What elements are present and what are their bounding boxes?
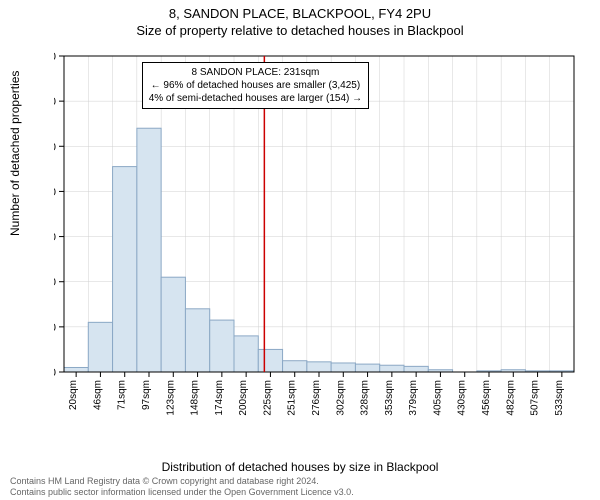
title-main: 8, SANDON PLACE, BLACKPOOL, FY4 2PU	[0, 0, 600, 21]
svg-text:353sqm: 353sqm	[384, 380, 395, 416]
bar	[404, 366, 428, 372]
svg-text:456sqm: 456sqm	[481, 380, 492, 416]
bar	[161, 277, 185, 372]
bar	[64, 367, 88, 372]
svg-text:1200: 1200	[54, 96, 56, 108]
svg-text:123sqm: 123sqm	[165, 380, 176, 416]
attribution-line2: Contains public sector information licen…	[10, 487, 354, 498]
info-box-line1: 8 SANDON PLACE: 231sqm	[149, 66, 362, 79]
svg-text:379sqm: 379sqm	[408, 380, 419, 416]
svg-text:507sqm: 507sqm	[530, 380, 541, 416]
svg-text:405sqm: 405sqm	[432, 380, 443, 416]
svg-text:400: 400	[54, 277, 56, 289]
svg-text:430sqm: 430sqm	[457, 380, 468, 416]
svg-text:328sqm: 328sqm	[360, 380, 371, 416]
bar	[258, 349, 282, 372]
svg-text:148sqm: 148sqm	[190, 380, 201, 416]
svg-text:1000: 1000	[54, 141, 56, 153]
bar	[88, 322, 112, 372]
svg-text:600: 600	[54, 232, 56, 244]
info-box-line2: ← 96% of detached houses are smaller (3,…	[149, 79, 362, 92]
svg-text:200sqm: 200sqm	[238, 380, 249, 416]
svg-text:800: 800	[54, 186, 56, 198]
bar	[331, 363, 355, 372]
bar	[380, 365, 404, 372]
bar	[283, 361, 307, 372]
x-axis-label: Distribution of detached houses by size …	[0, 460, 600, 474]
bar	[355, 364, 379, 372]
bar	[210, 320, 234, 372]
svg-text:20sqm: 20sqm	[68, 380, 79, 410]
svg-text:97sqm: 97sqm	[141, 380, 152, 410]
y-axis-label: Number of detached properties	[8, 71, 22, 236]
svg-text:251sqm: 251sqm	[287, 380, 298, 416]
chart-area: 0 200 400 600 800 1000 1200 1400 20sqm 46sqm 71sqm…	[54, 52, 578, 420]
svg-text:482sqm: 482sqm	[505, 380, 516, 416]
bar	[307, 362, 331, 372]
bar	[234, 336, 258, 372]
svg-text:276sqm: 276sqm	[311, 380, 322, 416]
svg-text:200: 200	[54, 322, 56, 334]
svg-text:533sqm: 533sqm	[554, 380, 565, 416]
svg-text:225sqm: 225sqm	[262, 380, 273, 416]
title-sub: Size of property relative to detached ho…	[0, 21, 600, 38]
svg-text:174sqm: 174sqm	[214, 380, 225, 416]
svg-text:1400: 1400	[54, 52, 56, 63]
svg-text:71sqm: 71sqm	[117, 380, 128, 410]
bar	[113, 167, 137, 372]
bar	[185, 309, 209, 372]
svg-text:302sqm: 302sqm	[335, 380, 346, 416]
attribution: Contains HM Land Registry data © Crown c…	[10, 476, 354, 498]
attribution-line1: Contains HM Land Registry data © Crown c…	[10, 476, 354, 487]
info-box: 8 SANDON PLACE: 231sqm← 96% of detached …	[142, 62, 369, 109]
info-box-line3: 4% of semi-detached houses are larger (1…	[149, 92, 362, 105]
svg-text:46sqm: 46sqm	[92, 380, 103, 410]
svg-text:0: 0	[54, 367, 56, 379]
bar	[137, 128, 161, 372]
